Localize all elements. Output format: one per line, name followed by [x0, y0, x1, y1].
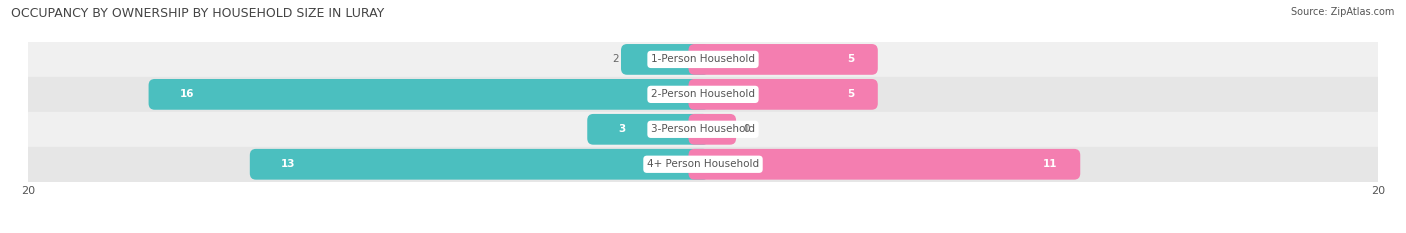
Text: Source: ZipAtlas.com: Source: ZipAtlas.com: [1291, 7, 1395, 17]
Text: 11: 11: [1043, 159, 1057, 169]
FancyBboxPatch shape: [689, 44, 877, 75]
Text: 1-Person Household: 1-Person Household: [651, 55, 755, 64]
Text: 2: 2: [612, 55, 619, 64]
FancyBboxPatch shape: [588, 114, 709, 145]
Text: 16: 16: [180, 89, 194, 99]
FancyBboxPatch shape: [689, 79, 877, 110]
Text: 5: 5: [848, 55, 855, 64]
Text: 4+ Person Household: 4+ Person Household: [647, 159, 759, 169]
FancyBboxPatch shape: [250, 149, 709, 180]
FancyBboxPatch shape: [149, 79, 709, 110]
FancyBboxPatch shape: [689, 114, 737, 145]
Text: 2-Person Household: 2-Person Household: [651, 89, 755, 99]
Text: 0: 0: [744, 124, 749, 134]
Text: 13: 13: [281, 159, 295, 169]
FancyBboxPatch shape: [689, 149, 1080, 180]
FancyBboxPatch shape: [621, 44, 709, 75]
Text: 5: 5: [848, 89, 855, 99]
Bar: [28, 147, 1378, 182]
Bar: [28, 112, 1378, 147]
Text: 3-Person Household: 3-Person Household: [651, 124, 755, 134]
Bar: [28, 42, 1378, 77]
Text: OCCUPANCY BY OWNERSHIP BY HOUSEHOLD SIZE IN LURAY: OCCUPANCY BY OWNERSHIP BY HOUSEHOLD SIZE…: [11, 7, 384, 20]
Text: 3: 3: [619, 124, 626, 134]
Bar: [28, 77, 1378, 112]
